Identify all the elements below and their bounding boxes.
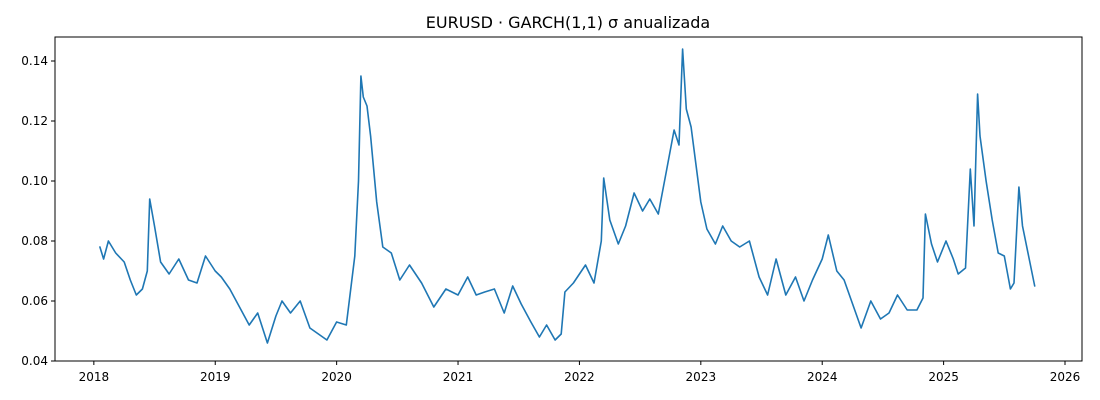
plot-frame — [54, 36, 1083, 362]
y-tick-label: 0.14 — [21, 54, 48, 68]
y-axis: 0.04 0.06 0.08 0.10 0.12 0.14 — [21, 54, 55, 368]
x-tick-label: 2022 — [564, 370, 595, 384]
x-tick-label: 2021 — [443, 370, 474, 384]
series-line-0 — [99, 48, 1036, 344]
y-tick-label: 0.06 — [21, 294, 48, 308]
chart-title: EURUSD · GARCH(1,1) σ anualizada — [426, 13, 710, 32]
x-tick-label: 2023 — [686, 370, 717, 384]
x-tick-label: 2025 — [928, 370, 959, 384]
y-tick-label: 0.12 — [21, 114, 48, 128]
x-tick-label: 2020 — [321, 370, 352, 384]
x-tick-label: 2018 — [79, 370, 110, 384]
plot-area — [99, 48, 1036, 344]
y-tick-label: 0.10 — [21, 174, 48, 188]
x-tick-label: 2024 — [807, 370, 838, 384]
y-tick-label: 0.08 — [21, 234, 48, 248]
y-tick-label: 0.04 — [21, 354, 48, 368]
x-tick-label: 2026 — [1050, 370, 1081, 384]
x-axis: 2018 2019 2020 2021 2022 2023 2024 2025 2026 — [79, 361, 1081, 384]
x-tick-label: 2019 — [200, 370, 231, 384]
